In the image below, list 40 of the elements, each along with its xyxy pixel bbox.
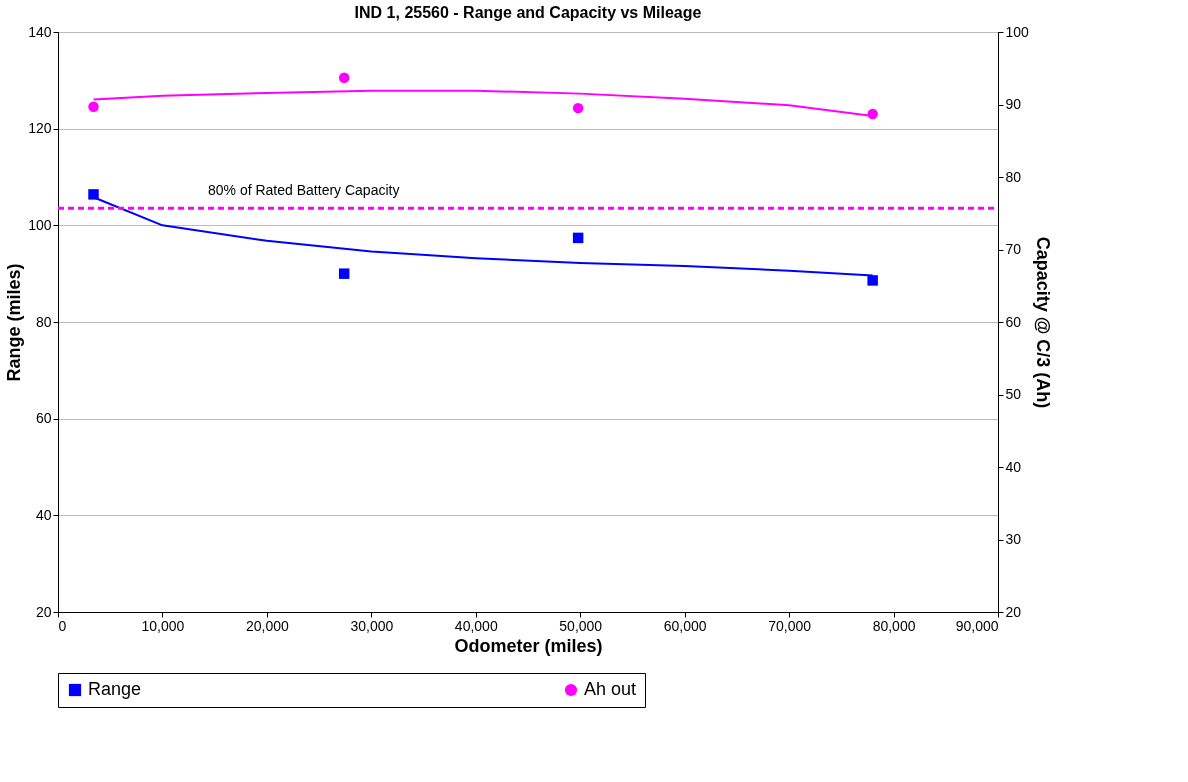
y2-tick-label: 90 xyxy=(1005,96,1022,112)
y-tick-label: 60 xyxy=(35,410,52,427)
legend-label: Range xyxy=(88,679,142,699)
x-tick-label: 30,000 xyxy=(350,617,394,634)
x-axis-title: Odometer (miles) xyxy=(454,635,603,656)
x-tick-label: 60,000 xyxy=(663,617,707,634)
point xyxy=(867,275,878,286)
point xyxy=(572,102,584,114)
x-tick-label: 70,000 xyxy=(768,617,812,634)
x-tick-label: 0 xyxy=(58,617,67,634)
y2-tick-label: 60 xyxy=(1005,313,1022,330)
point xyxy=(338,72,350,83)
y2-tick-label: 70 xyxy=(1005,241,1022,257)
y2-tick-label: 100 xyxy=(1005,23,1030,40)
x-tick-label: 20,000 xyxy=(245,617,290,634)
y-tick-label: 100 xyxy=(28,216,52,233)
y-tick-label: 80 xyxy=(35,313,52,330)
y2-tick-label: 40 xyxy=(1005,458,1022,475)
y2-axis-title: Capacity @ C/3 (Ah) xyxy=(1032,236,1053,409)
y-tick-label: 120 xyxy=(28,120,52,137)
y-axis-title: Range (miles) xyxy=(4,263,25,382)
point xyxy=(572,232,584,244)
x-tick-label: 50,000 xyxy=(559,617,603,634)
point xyxy=(338,268,350,279)
y-tick-label: 40 xyxy=(35,506,52,523)
y-tick-label: 140 xyxy=(28,23,52,40)
x-tick-label: 40,000 xyxy=(454,617,498,634)
chart-title: IND 1, 25560 - Range and Capacity vs Mileage xyxy=(354,4,702,21)
ref-line-label: 80% of Rated Battery Capacity xyxy=(208,182,400,199)
point xyxy=(88,189,99,200)
point xyxy=(88,101,99,112)
y2-tick-label: 50 xyxy=(1005,386,1022,402)
y2-tick-label: 30 xyxy=(1005,531,1022,547)
legend-label: Ah out xyxy=(584,679,637,699)
x-tick-label: 80,000 xyxy=(872,617,916,634)
x-tick-label: 90,000 xyxy=(955,617,999,634)
x-tick-label: 10,000 xyxy=(141,617,185,634)
y2-tick-label: 20 xyxy=(1005,603,1022,620)
y2-tick-label: 80 xyxy=(1005,168,1022,185)
y-tick-label: 20 xyxy=(35,603,52,620)
